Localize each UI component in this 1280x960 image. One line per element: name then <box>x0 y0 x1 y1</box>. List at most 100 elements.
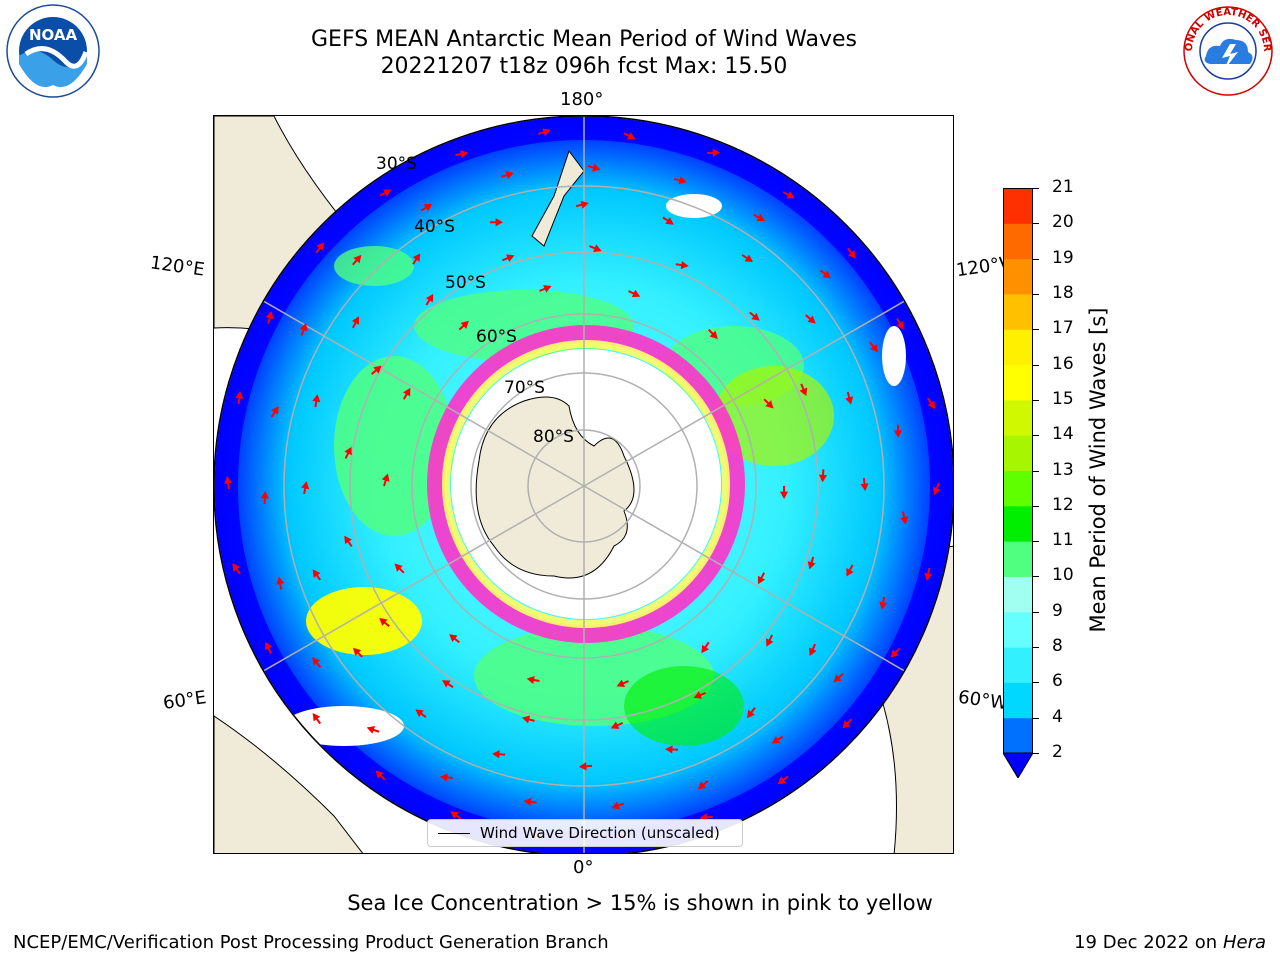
wave-direction-arrowhead <box>747 709 755 719</box>
wave-direction-arrowhead <box>842 720 851 729</box>
legend-label: Wind Wave Direction (unscaled) <box>480 824 720 842</box>
colorbar-segment <box>1003 223 1033 260</box>
colorbar-tickmark <box>1033 364 1039 366</box>
wave-direction-arrowhead <box>697 781 707 790</box>
colorbar-segment <box>1003 293 1033 330</box>
colorbar-tick-label: 12 <box>1052 494 1074 515</box>
wave-direction-arrowhead <box>896 321 904 330</box>
colorbar-segment <box>1003 470 1033 507</box>
colorbar-tick-label: 18 <box>1052 282 1074 303</box>
lon-label-0: 0° <box>573 857 594 878</box>
wave-direction-arrowhead <box>495 218 504 227</box>
wave-direction-arrowhead <box>353 254 362 264</box>
wave-direction-arrowhead <box>542 128 551 137</box>
wave-direction-arrowhead <box>777 776 787 785</box>
chart-subtitle: 20221207 t18z 096h fcst Max: 15.50 <box>380 54 788 79</box>
wave-direction-arrowhead <box>712 148 721 157</box>
wave-direction-arrowhead <box>699 813 708 822</box>
wave-direction-arrowhead <box>316 242 325 251</box>
lat-label-40s: 40°S <box>414 217 455 237</box>
lat-label-60s: 60°S <box>476 327 517 347</box>
lat-label-80s: 80°S <box>533 427 574 447</box>
wave-direction-arrowhead <box>232 563 241 572</box>
wave-direction-arrowhead <box>523 797 532 806</box>
footer-host: Hera <box>1222 932 1266 953</box>
wave-direction-arrowhead <box>578 762 587 771</box>
wave-direction-arrowhead <box>423 203 433 212</box>
wave-direction-arrowhead <box>610 721 620 729</box>
colorbar-segment <box>1003 682 1033 719</box>
wave-direction-arrowhead <box>312 394 321 403</box>
colorbar-tickmark <box>1033 541 1039 543</box>
wave-direction-arrowhead <box>491 750 500 759</box>
wave-direction-arrowhead <box>344 446 352 456</box>
colorbar-tickmark <box>1033 470 1039 472</box>
wave-direction-arrowhead <box>766 638 774 647</box>
noaa-logo-icon: NOAA <box>6 4 100 98</box>
map-legend: Wind Wave Direction (unscaled) <box>427 819 743 847</box>
colorbar-tickmark <box>1033 435 1039 437</box>
colorbar-segment <box>1003 258 1033 295</box>
colorbar <box>1003 188 1033 778</box>
wave-direction-arrowhead <box>846 567 854 577</box>
map-panel: 30°S 40°S 50°S 60°S 70°S 80°S Wind Wave … <box>213 115 954 854</box>
polar-map: 30°S 40°S 50°S 60°S 70°S 80°S <box>214 116 953 853</box>
wave-direction-arrowhead <box>592 163 601 172</box>
wave-direction-arrowhead <box>807 561 816 570</box>
wave-direction-arrowhead <box>506 254 515 262</box>
colorbar-tickmark <box>1033 682 1039 684</box>
wave-direction-arrowhead <box>616 679 626 688</box>
wave-direction-arrowhead <box>900 516 909 525</box>
colorbar-tickmark <box>1033 223 1039 225</box>
wave-direction-arrowhead <box>276 576 285 585</box>
wave-direction-arrowhead <box>799 387 808 397</box>
wave-direction-arrowhead <box>890 649 899 658</box>
colorbar-segment <box>1003 188 1033 224</box>
colorbar-outline <box>1003 188 1033 754</box>
legend-line-icon <box>438 832 470 834</box>
colorbar-segment <box>1003 505 1033 542</box>
wave-direction-arrowhead <box>412 253 421 262</box>
wave-direction-arrowhead <box>235 390 244 399</box>
wave-direction-arrowhead <box>809 647 817 657</box>
colorbar-label: Mean Period of Wind Waves [s] <box>1086 307 1110 633</box>
lat-label-70s: 70°S <box>504 378 545 398</box>
footer-date: 19 Dec 2022 on Hera <box>1074 932 1266 953</box>
wave-direction-arrowhead <box>593 244 602 252</box>
wave-direction-arrowhead <box>927 400 936 410</box>
wave-direction-arrowhead <box>580 200 589 209</box>
lon-label-120e: 120°E <box>148 252 206 281</box>
wave-direction-arrowhead <box>680 261 689 270</box>
wave-direction-arrowhead <box>383 189 392 197</box>
colorbar-tickmark <box>1033 329 1039 331</box>
wave-direction-arrowhead <box>460 150 469 159</box>
wave-direction-arrowhead <box>870 344 879 353</box>
colorbar-tick-label: 2 <box>1052 742 1063 762</box>
colorbar-tickmark <box>1033 188 1039 189</box>
chart-title: GEFS MEAN Antarctic Mean Period of Wind … <box>311 27 857 52</box>
colorbar-tick-label: 10 <box>1052 565 1074 586</box>
wave-direction-arrowhead <box>381 473 390 482</box>
wave-direction-arrowhead <box>786 191 795 199</box>
wave-direction-arrowhead <box>543 285 552 293</box>
colorbar-tick-label: 14 <box>1052 424 1074 445</box>
colorbar-segment <box>1003 611 1033 648</box>
wave-direction-arrowhead <box>526 675 535 685</box>
wave-direction-arrowhead <box>450 811 459 819</box>
wave-direction-arrowhead <box>807 315 816 324</box>
wave-direction-arrowhead <box>351 316 360 325</box>
africa-land <box>214 715 364 853</box>
colorbar-tickmark <box>1033 611 1039 613</box>
wave-direction-arrowhead <box>756 213 765 222</box>
svg-text:NOAA: NOAA <box>29 26 78 44</box>
colorbar-tickmark <box>1033 576 1039 578</box>
wave-direction-arrowhead <box>521 715 531 724</box>
wave-direction-arrowhead <box>765 400 774 409</box>
wave-direction-arrowhead <box>379 617 388 626</box>
wave-direction-arrowhead <box>626 132 636 140</box>
lon-label-60e: 60°E <box>161 687 208 714</box>
colorbar-tick-label: 21 <box>1052 177 1074 197</box>
wave-direction-arrowhead <box>449 634 458 643</box>
colorbar-tick-label: 19 <box>1052 247 1074 268</box>
colorbar-segment <box>1003 364 1033 401</box>
